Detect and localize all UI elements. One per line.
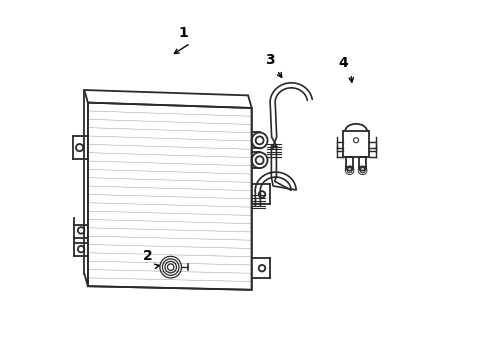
Text: 4: 4 — [338, 56, 347, 70]
Bar — [343, 131, 368, 157]
Text: 3: 3 — [264, 53, 274, 67]
Text: 1: 1 — [178, 26, 188, 40]
Polygon shape — [88, 103, 251, 290]
Text: 2: 2 — [142, 249, 152, 263]
